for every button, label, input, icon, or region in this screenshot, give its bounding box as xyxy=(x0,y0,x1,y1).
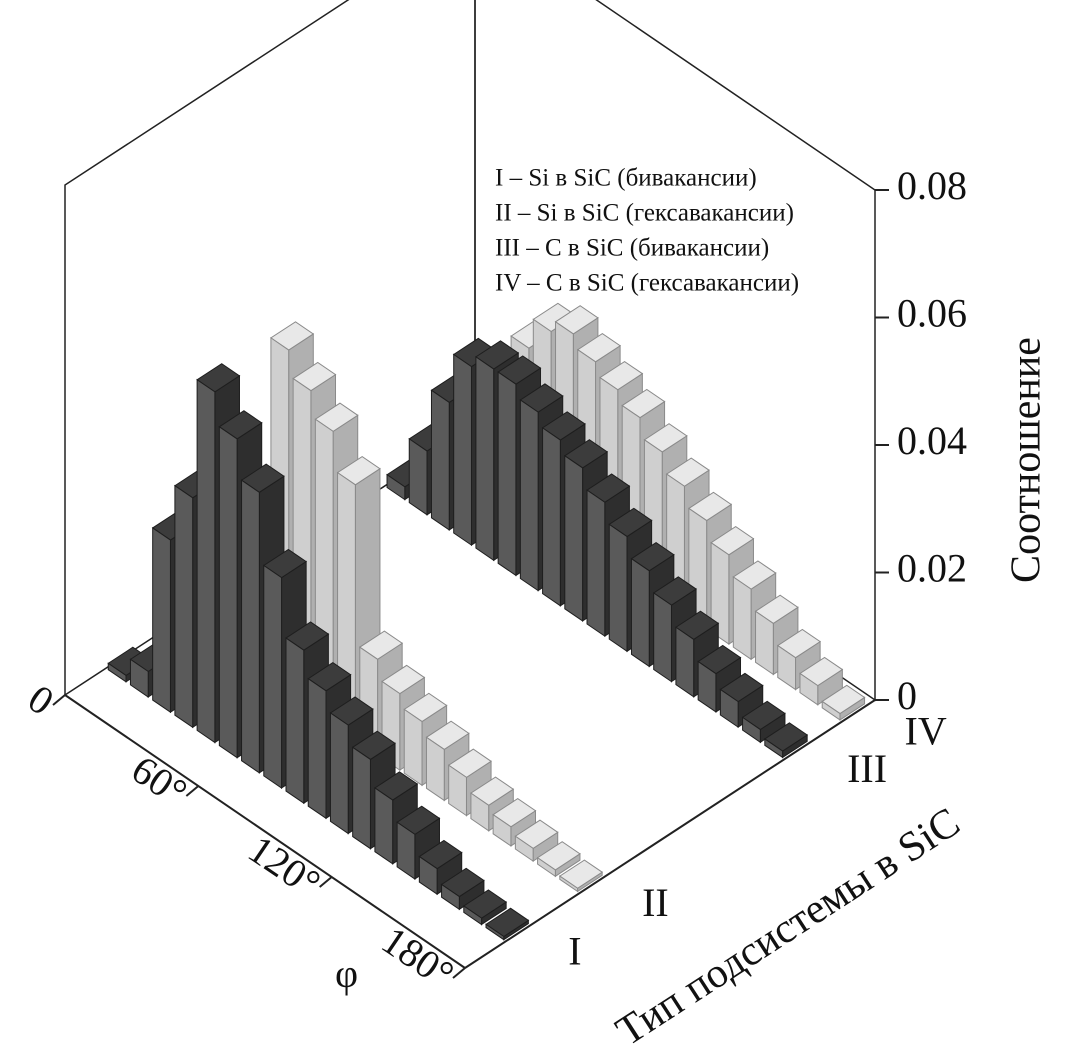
bar-front xyxy=(263,564,283,789)
bar-front xyxy=(241,479,260,774)
bar-front xyxy=(470,792,490,832)
x-tick xyxy=(52,694,66,706)
bar-front xyxy=(129,658,149,698)
bar-front xyxy=(329,712,349,835)
bar-front xyxy=(441,883,460,911)
bar-front xyxy=(742,716,761,744)
z-tick-label: 0.02 xyxy=(897,546,967,591)
bar-front xyxy=(485,923,505,941)
bar-front xyxy=(107,662,127,683)
bar-front xyxy=(542,426,561,607)
bar-front xyxy=(537,856,556,878)
x-tick-label: 180° xyxy=(374,917,462,997)
bar xyxy=(741,700,786,744)
bar-front xyxy=(719,688,739,729)
bar-front xyxy=(307,677,327,820)
bar-front xyxy=(418,855,438,896)
bar-front xyxy=(196,378,216,744)
z-tick-label: 0.04 xyxy=(897,418,967,463)
bar-front xyxy=(152,526,171,714)
bar xyxy=(485,907,530,941)
bar-front xyxy=(710,541,730,646)
z-tick-label: 0.06 xyxy=(897,291,967,336)
bar-front xyxy=(174,484,194,729)
bar-front xyxy=(697,660,717,713)
z-tick-label: 0 xyxy=(897,673,917,718)
bar-front xyxy=(430,389,450,531)
bar-front xyxy=(403,708,423,787)
bar-front xyxy=(519,399,539,592)
bar-front xyxy=(352,746,371,850)
x-tick xyxy=(452,967,466,979)
bar-front xyxy=(386,473,406,501)
bar-front xyxy=(564,454,584,622)
bar-front xyxy=(821,700,841,721)
bar xyxy=(536,841,581,878)
bar-front xyxy=(586,489,606,638)
bar-front xyxy=(630,557,650,668)
bar-front xyxy=(514,835,534,863)
bar-front xyxy=(218,425,238,759)
bar xyxy=(462,889,508,926)
bar-front xyxy=(653,592,672,683)
bar-front xyxy=(764,737,784,759)
bar-front xyxy=(732,576,752,661)
x-axis-title: φ xyxy=(335,951,358,996)
legend-entry: III – C в SiC (бивакансии) xyxy=(495,235,769,262)
bar-front xyxy=(463,905,483,926)
bar-front xyxy=(453,353,472,547)
bar-front xyxy=(425,736,445,802)
z-tick-label: 0.08 xyxy=(897,163,967,208)
bar-front xyxy=(497,371,517,577)
bar-front xyxy=(608,523,628,653)
bar xyxy=(514,819,559,863)
bar-front xyxy=(799,672,819,706)
legend-entry: II – Si в SiC (гексавакансии) xyxy=(495,200,794,227)
bar-front xyxy=(755,610,774,676)
legend-entry: IV – C в SiC (гексавакансии) xyxy=(495,270,799,297)
bar-front xyxy=(492,813,512,847)
bar xyxy=(821,684,866,721)
series-label: II xyxy=(642,880,669,925)
x-tick xyxy=(185,785,199,797)
legend-entry: I – Si в SiC (бивакансии) xyxy=(495,165,757,192)
series-label: I xyxy=(568,928,581,973)
series-label: III xyxy=(847,746,887,791)
bar-front xyxy=(448,764,467,817)
bar xyxy=(440,867,485,911)
bar-front xyxy=(475,355,495,562)
x-axis xyxy=(64,694,466,969)
bar-front xyxy=(559,875,579,893)
y-axis xyxy=(464,699,876,969)
bar-front xyxy=(408,437,428,516)
bar xyxy=(799,656,844,706)
x-tick-label: 0 xyxy=(20,676,62,725)
bar-front xyxy=(396,821,416,880)
bar-front xyxy=(675,626,695,698)
bar xyxy=(558,859,604,893)
x-tick xyxy=(319,876,333,888)
z-axis-title: Соотношение xyxy=(1004,337,1050,583)
bar xyxy=(763,722,809,759)
bar-front xyxy=(777,644,797,691)
x-tick-label: 60° xyxy=(124,746,196,815)
bar-front xyxy=(374,787,394,865)
x-tick-label: 120° xyxy=(240,826,328,906)
bar-front xyxy=(285,637,305,805)
series-label: IV xyxy=(905,709,947,754)
